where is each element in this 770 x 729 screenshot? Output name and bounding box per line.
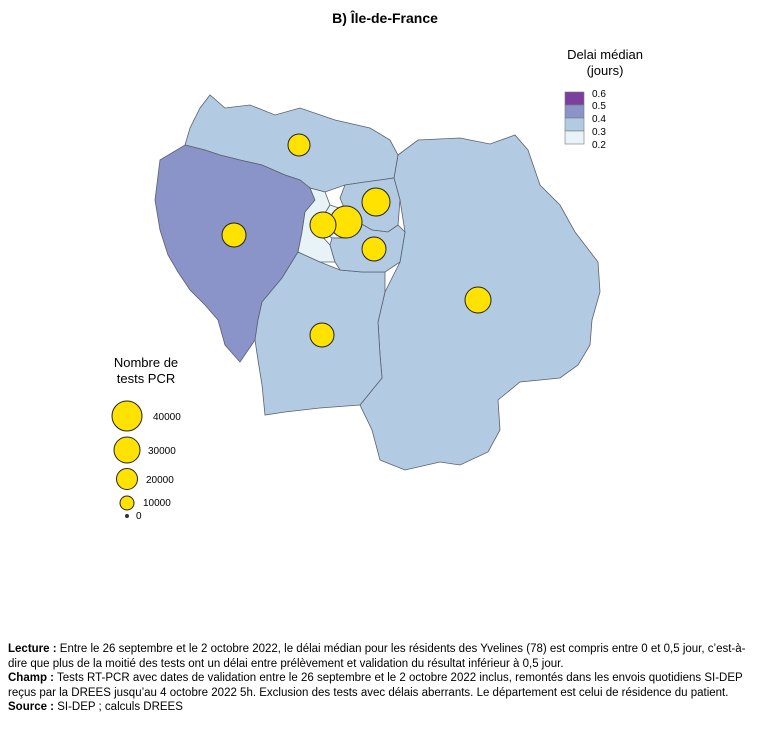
size-legend: 40000 30000 20000 10000 0	[111, 400, 181, 522]
notes: Lecture : Entre le 26 septembre et le 2 …	[8, 642, 760, 715]
color-legend-swatch-0.3	[564, 130, 585, 145]
color-legend-label-0.6: 0.6	[592, 89, 606, 100]
bubble-val-d-oise[interactable]	[287, 133, 311, 157]
color-legend-title: Delai médian (jours)	[555, 47, 655, 79]
size-legend-title-line1: Nombre de	[113, 355, 179, 370]
color-legend-label-0.2: 0.2	[592, 140, 606, 151]
color-legend-swatch-0.5	[564, 104, 585, 119]
color-legend-title-line2: (jours)	[586, 63, 624, 78]
note-lecture: Lecture : Entre le 26 septembre et le 2 …	[8, 642, 760, 671]
color-legend: 0.6 0.5 0.4 0.3 0.2	[564, 89, 606, 151]
bubble-seine-et-marne[interactable]	[464, 286, 492, 314]
size-legend-title: Nombre de tests PCR	[96, 355, 196, 387]
color-legend-label-0.3: 0.3	[592, 127, 606, 138]
bubble-seine-saint-denis[interactable]	[361, 187, 391, 217]
color-legend-label-0.5: 0.5	[592, 101, 606, 112]
size-legend-label-40000: 40000	[153, 412, 181, 423]
color-legend-label-0.4: 0.4	[592, 114, 606, 125]
size-legend-bubble-20000	[116, 468, 138, 490]
note-champ-label: Champ :	[8, 672, 54, 684]
note-source-label: Source :	[8, 701, 55, 713]
size-legend-bubble-40000	[111, 400, 143, 432]
note-champ: Champ : Tests RT-PCR avec dates de valid…	[8, 671, 760, 700]
note-source-text: SI-DEP ; calculs DREES	[54, 701, 183, 713]
size-legend-label-10000: 10000	[143, 498, 171, 509]
note-champ-text: Tests RT-PCR avec dates de validation en…	[8, 672, 743, 699]
size-legend-label-20000: 20000	[146, 475, 174, 486]
note-lecture-label: Lecture :	[8, 643, 57, 655]
color-legend-swatch-0.4	[564, 117, 585, 132]
note-source: Source : SI-DEP ; calculs DREES	[8, 700, 760, 715]
size-legend-label-0: 0	[136, 511, 142, 522]
bubble-essonne[interactable]	[309, 322, 335, 348]
map-title: B) Île-de-France	[332, 10, 438, 26]
bubble-hauts-de-seine[interactable]	[309, 211, 337, 239]
bubble-yvelines[interactable]	[221, 222, 247, 248]
color-legend-swatch-0.6	[564, 91, 585, 106]
color-legend-title-line1: Delai médian	[567, 47, 643, 62]
size-legend-bubble-0	[125, 514, 129, 518]
bubble-val-de-marne[interactable]	[361, 236, 387, 262]
map-canvas: 0.6 0.5 0.4 0.3 0.2 40000 30000 20000 10…	[111, 89, 606, 522]
size-legend-title-line2: tests PCR	[116, 371, 176, 386]
size-legend-bubble-30000	[113, 436, 141, 464]
size-legend-label-30000: 30000	[148, 446, 176, 457]
size-legend-bubble-10000	[119, 495, 135, 511]
note-lecture-text: Entre le 26 septembre et le 2 octobre 20…	[8, 643, 746, 670]
